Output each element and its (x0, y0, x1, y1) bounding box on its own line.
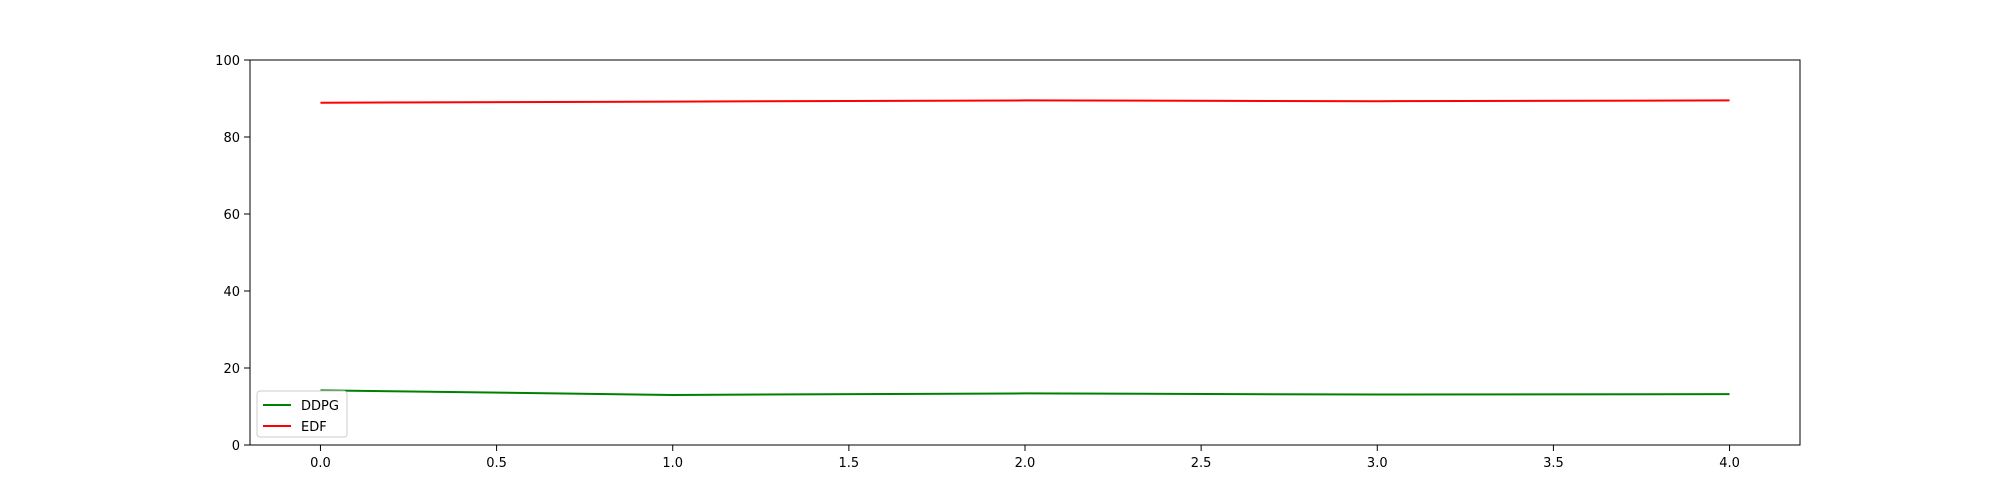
x-tick-label: 3.5 (1543, 456, 1564, 471)
y-tick-label: 100 (215, 54, 240, 69)
x-axis: 0.0 0.5 1.0 1.5 2.0 2.5 3.0 3.5 4.0 (310, 445, 1740, 471)
series-line-edf (320, 99, 1730, 104)
x-tick-label: 0.0 (310, 456, 331, 471)
x-tick-label: 1.0 (662, 456, 683, 471)
y-tick-label: 40 (223, 285, 240, 300)
legend-label-edf: EDF (301, 420, 327, 435)
x-tick-label: 3.0 (1367, 456, 1388, 471)
y-tick-label: 20 (223, 362, 240, 377)
x-tick-label: 4.0 (1719, 456, 1740, 471)
x-tick-label: 2.5 (1191, 456, 1212, 471)
x-tick-label: 0.5 (486, 456, 507, 471)
y-tick-label: 0 (232, 439, 240, 454)
series-line-ddpg (320, 389, 1730, 396)
y-axis: 0 20 40 60 80 100 (215, 54, 250, 454)
y-tick-label: 80 (223, 131, 240, 146)
x-tick-label: 1.5 (839, 456, 860, 471)
x-tick-label: 2.0 (1015, 456, 1036, 471)
legend-label-ddpg: DDPG (301, 399, 339, 414)
series-layer (320, 99, 1730, 396)
y-tick-label: 60 (223, 208, 240, 223)
plot-area-frame (249, 59, 1801, 446)
legend: DDPG EDF (256, 390, 348, 438)
